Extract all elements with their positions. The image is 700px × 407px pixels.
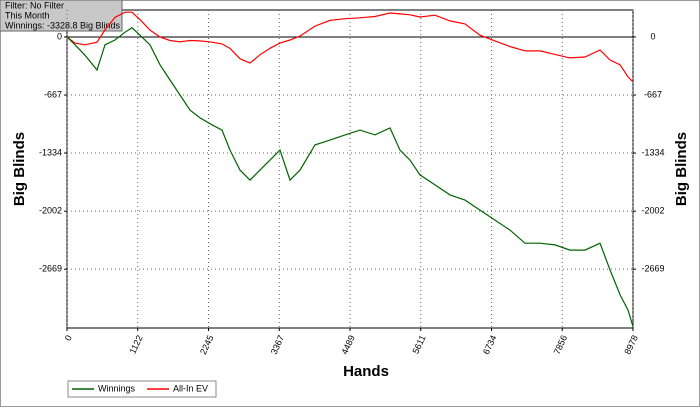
annotation: This Month bbox=[5, 10, 50, 20]
y2-tick-label: -667 bbox=[644, 89, 662, 99]
y-tick-label: 0 bbox=[57, 31, 62, 41]
y-tick-label: -1334 bbox=[39, 147, 62, 157]
y2-tick-label: -2002 bbox=[641, 206, 664, 216]
y2-tick-label: -2669 bbox=[641, 264, 664, 274]
y-tick-label: -2002 bbox=[39, 206, 62, 216]
series-line bbox=[66, 11, 634, 83]
x-axis-label: Hands bbox=[343, 363, 389, 380]
annotation-box bbox=[0, 0, 123, 32]
legend-label: All-In EV bbox=[173, 383, 208, 393]
legend-label: Winnings bbox=[98, 383, 136, 393]
y-tick-label: -667 bbox=[44, 89, 62, 99]
series-line bbox=[66, 27, 634, 327]
legend bbox=[67, 380, 217, 398]
annotation: Winnings: -3328.8 Big Blinds bbox=[5, 20, 121, 30]
annotation: Filter: No Filter bbox=[5, 0, 64, 10]
y2-axis-label: Big Blinds bbox=[673, 132, 690, 206]
y2-tick-label: -1334 bbox=[641, 147, 664, 157]
y-axis-label: Big Blinds bbox=[11, 132, 28, 206]
x-tick-label: 0 bbox=[63, 334, 74, 343]
y2-tick-label: 0 bbox=[650, 31, 655, 41]
y-tick-label: -2669 bbox=[39, 264, 62, 274]
